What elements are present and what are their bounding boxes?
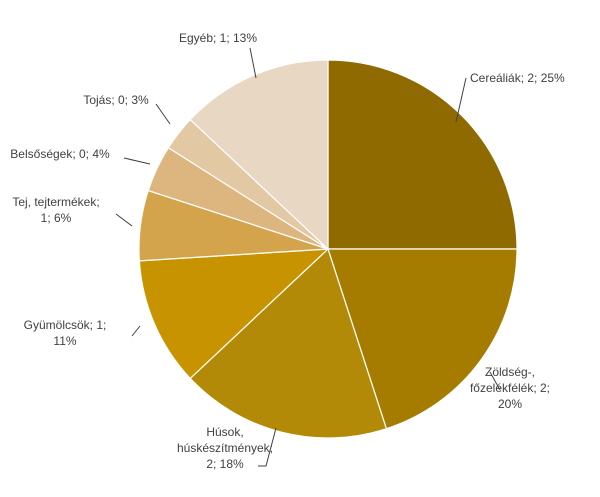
data-label-line: 11% [53,334,76,348]
data-label-line: 20% [498,397,522,411]
leader-line-1 [455,77,467,123]
slices-layer [138,59,518,439]
data-label-3: Húsok, húskészítmények; 2; 18% [177,425,273,471]
data-label-2: Zöldség-, főzelékfélék; 2; 20% [470,365,550,411]
data-label-4: Gyümölcsök; 1; 11% [24,318,107,348]
leader-line-4 [131,325,141,337]
leader-line-2 [489,371,501,391]
data-label-line: főzelékfélék; 2; [470,381,550,395]
data-label-1: Cereáliák; 2; 25% [470,71,565,85]
data-label-8: Egyéb; 1; 13% [179,31,257,45]
pie-slice-4 [138,248,330,380]
leader-line-8 [249,47,257,79]
data-label-5: Tej, tejtermékek; 1; 6% [12,195,99,225]
data-label-line: Gyümölcsök; 1; [24,318,107,332]
data-label-line: Belsőségek; 0; 4% [10,147,110,161]
leader-line-3 [258,427,277,467]
pie-slice-8 [189,59,329,251]
data-label-line: Egyéb; 1; 13% [179,31,257,45]
data-label-line: Húsok, [206,425,243,439]
leader-line-7 [155,103,171,125]
leader-line-5 [115,213,133,227]
data-label-line: húskészítmények; [177,441,273,455]
data-label-6: Belsőségek; 0; 4% [10,147,110,161]
pie-slice-2 [327,248,518,430]
data-label-line: Cereáliák; 2; 25% [470,71,565,85]
data-label-7: Tojás; 0; 3% [83,93,149,107]
pie-slice-1 [327,59,518,250]
leader-lines-layer [115,47,501,467]
data-label-line: Zöldség-, [485,365,535,379]
data-label-line: Tojás; 0; 3% [83,93,149,107]
pie-slice-3 [189,247,388,439]
data-label-line: 2; 18% [206,457,244,471]
data-label-line: Tej, tejtermékek; [12,195,99,209]
data-labels-layer: Cereáliák; 2; 25% Zöldség-, főzelékfélék; … [10,31,565,471]
data-label-line: 1; 6% [41,211,72,225]
leader-line-6 [123,157,151,165]
